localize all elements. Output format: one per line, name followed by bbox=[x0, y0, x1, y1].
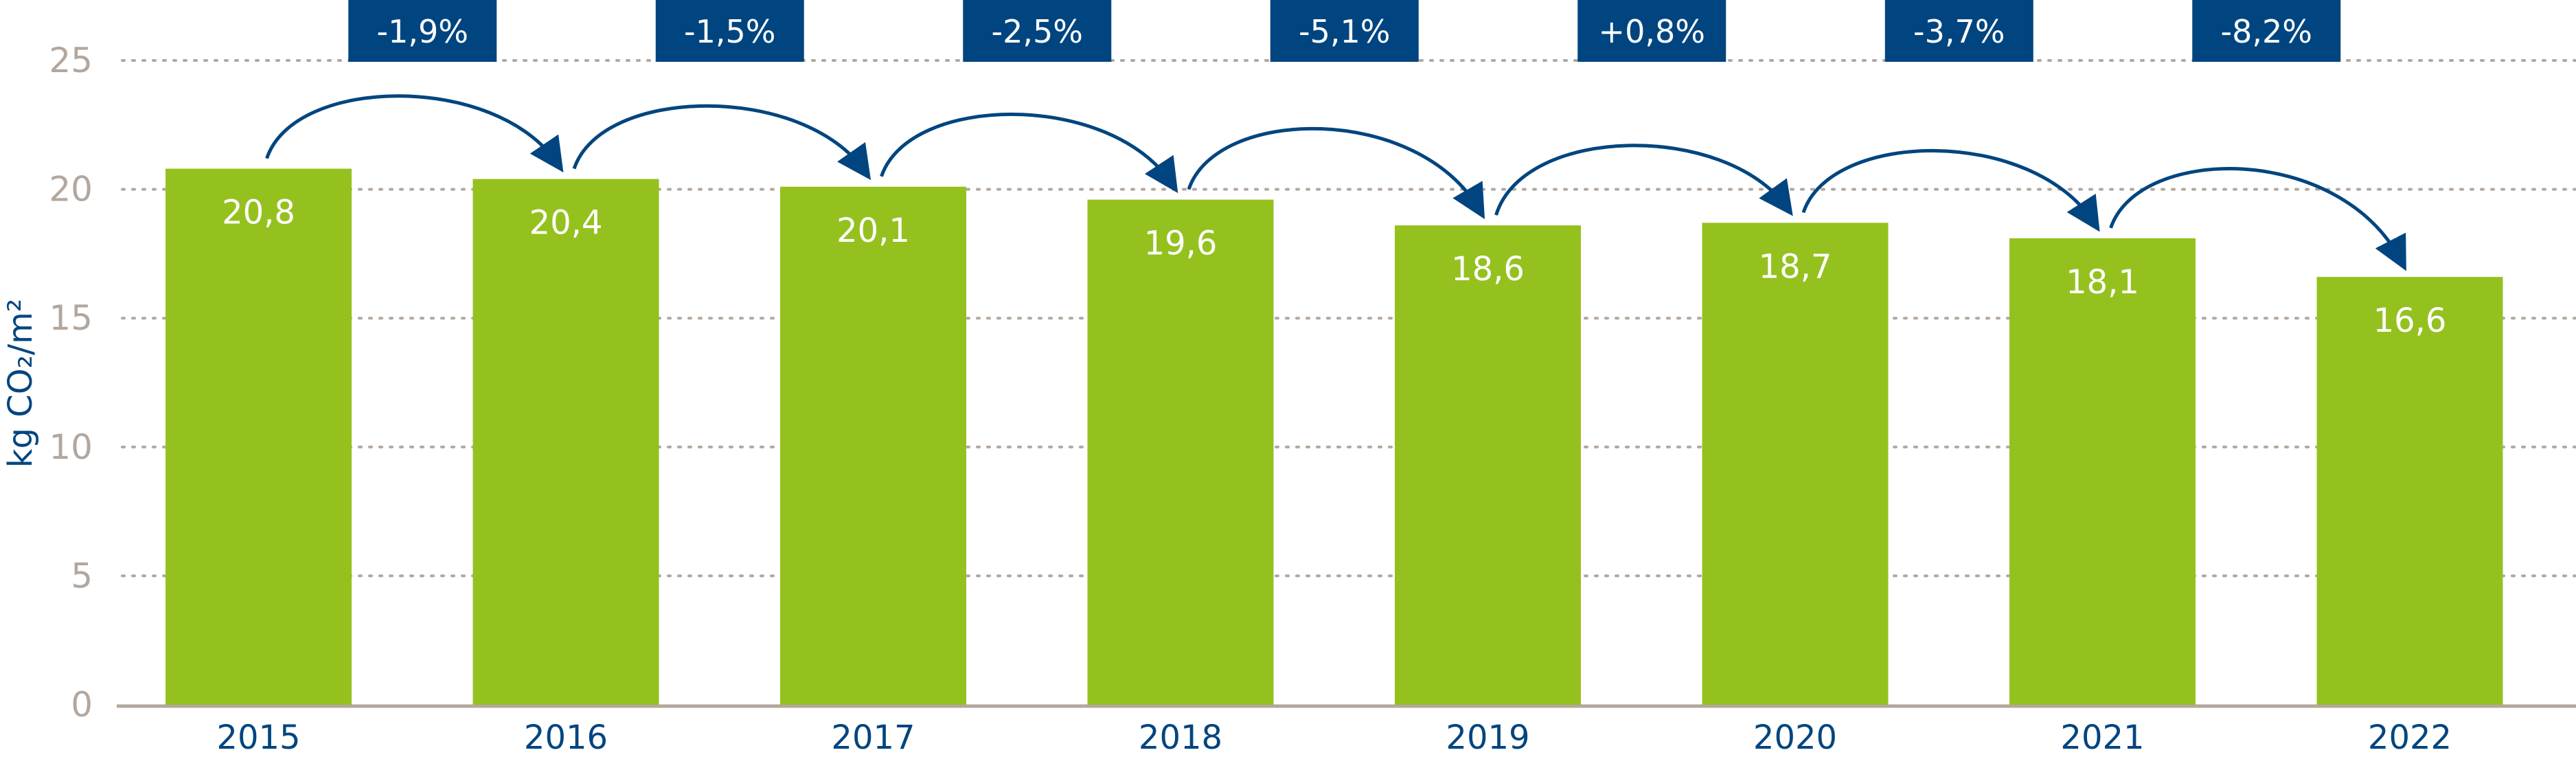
badge-box bbox=[348, 0, 497, 62]
change-arrow bbox=[1187, 126, 1485, 220]
change-badge: -5,1% bbox=[1270, 0, 1419, 62]
x-tick-label: 2019 bbox=[1446, 718, 1529, 757]
x-tick-label: 2016 bbox=[524, 718, 608, 757]
bar-2016 bbox=[472, 179, 659, 705]
value-label: 20,4 bbox=[529, 204, 603, 242]
value-label: 20,8 bbox=[222, 194, 295, 232]
bars: 20,8 2015 20,4 2016 20,1 2017 19,6 2018 18,6 2019… bbox=[166, 168, 2503, 757]
change-arrow bbox=[1494, 144, 1793, 216]
badge-label: -2,5% bbox=[992, 13, 1083, 50]
badge-label: +0,8% bbox=[1599, 13, 1705, 50]
change-arrow bbox=[880, 112, 1178, 194]
badge-label: -1,9% bbox=[377, 13, 468, 50]
x-tick-label: 2015 bbox=[216, 718, 300, 757]
value-label: 19,6 bbox=[1144, 225, 1218, 263]
grid: 0 5 10 15 20 25 bbox=[49, 41, 2576, 725]
bar-2019 bbox=[1395, 225, 1581, 705]
badge-box bbox=[655, 0, 804, 62]
change-badge: -1,9% bbox=[348, 0, 497, 62]
change-badge: -1,5% bbox=[655, 0, 804, 62]
value-label: 18,7 bbox=[1759, 247, 1832, 286]
bar-2022 bbox=[2316, 277, 2503, 705]
badge-label: -8,2% bbox=[2221, 13, 2312, 50]
badge-box bbox=[1270, 0, 1419, 62]
change-arrows bbox=[265, 94, 2406, 271]
change-arrow bbox=[1801, 148, 2100, 232]
value-label: 16,6 bbox=[2373, 302, 2447, 340]
y-tick-label: 15 bbox=[49, 298, 93, 338]
x-tick-label: 2017 bbox=[831, 718, 915, 757]
value-label: 18,6 bbox=[1451, 250, 1525, 288]
bar-2021 bbox=[2009, 238, 2196, 705]
value-label: 18,1 bbox=[2066, 263, 2139, 302]
value-label: 20,1 bbox=[836, 212, 910, 250]
y-tick-label: 0 bbox=[71, 685, 93, 725]
badge-box bbox=[1577, 0, 1726, 62]
badge-box bbox=[963, 0, 1112, 62]
badge-box bbox=[1884, 0, 2033, 62]
change-badge: -2,5% bbox=[963, 0, 1112, 62]
x-tick-label: 2018 bbox=[1139, 718, 1222, 757]
badge-label: -3,7% bbox=[1913, 13, 2005, 50]
change-badge: -8,2% bbox=[2192, 0, 2341, 62]
x-tick-label: 2020 bbox=[1753, 718, 1837, 757]
change-arrow bbox=[572, 104, 871, 181]
bar-2018 bbox=[1087, 199, 1274, 705]
bar-2015 bbox=[166, 168, 352, 705]
change-arrow bbox=[2109, 167, 2406, 271]
y-tick-label: 20 bbox=[49, 170, 93, 209]
change-arrow bbox=[265, 94, 564, 173]
badge-label: -5,1% bbox=[1299, 13, 1390, 50]
y-tick-label: 25 bbox=[49, 41, 93, 80]
change-badge: +0,8% bbox=[1577, 0, 1726, 62]
x-tick-label: 2022 bbox=[2368, 718, 2452, 757]
change-badge: -3,7% bbox=[1884, 0, 2033, 62]
bar-2017 bbox=[780, 186, 966, 705]
badge-label: -1,5% bbox=[684, 13, 775, 50]
change-badges: -1,9% -1,5% -2,5% -5,1% +0,8% -3,7% -8,2% bbox=[348, 0, 2341, 62]
bar-2020 bbox=[1702, 223, 1889, 705]
y-tick-label: 5 bbox=[71, 556, 93, 596]
x-tick-label: 2021 bbox=[2060, 718, 2144, 757]
badge-box bbox=[2192, 0, 2341, 62]
y-tick-label: 10 bbox=[49, 427, 93, 467]
y-axis-label: kg CO₂/m² bbox=[1, 299, 40, 468]
